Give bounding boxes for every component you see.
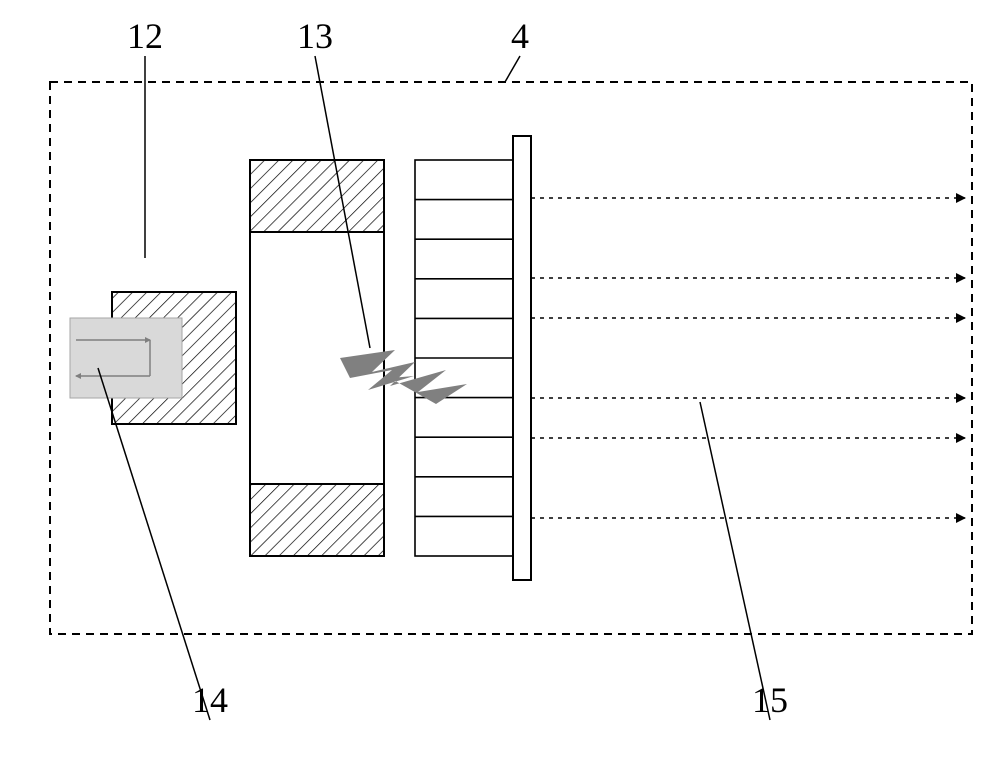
label-l12: 12 bbox=[127, 16, 163, 56]
label-l14: 14 bbox=[192, 680, 228, 720]
label-l4: 4 bbox=[511, 16, 529, 56]
plate bbox=[513, 136, 531, 580]
grey-overlay bbox=[70, 318, 182, 398]
label-l15: 15 bbox=[752, 680, 788, 720]
leader-l4 bbox=[505, 56, 520, 82]
diagram-canvas: 12 13 14 15 4 bbox=[0, 0, 1000, 759]
label-l13: 13 bbox=[297, 16, 333, 56]
leader-l15 bbox=[700, 402, 770, 720]
